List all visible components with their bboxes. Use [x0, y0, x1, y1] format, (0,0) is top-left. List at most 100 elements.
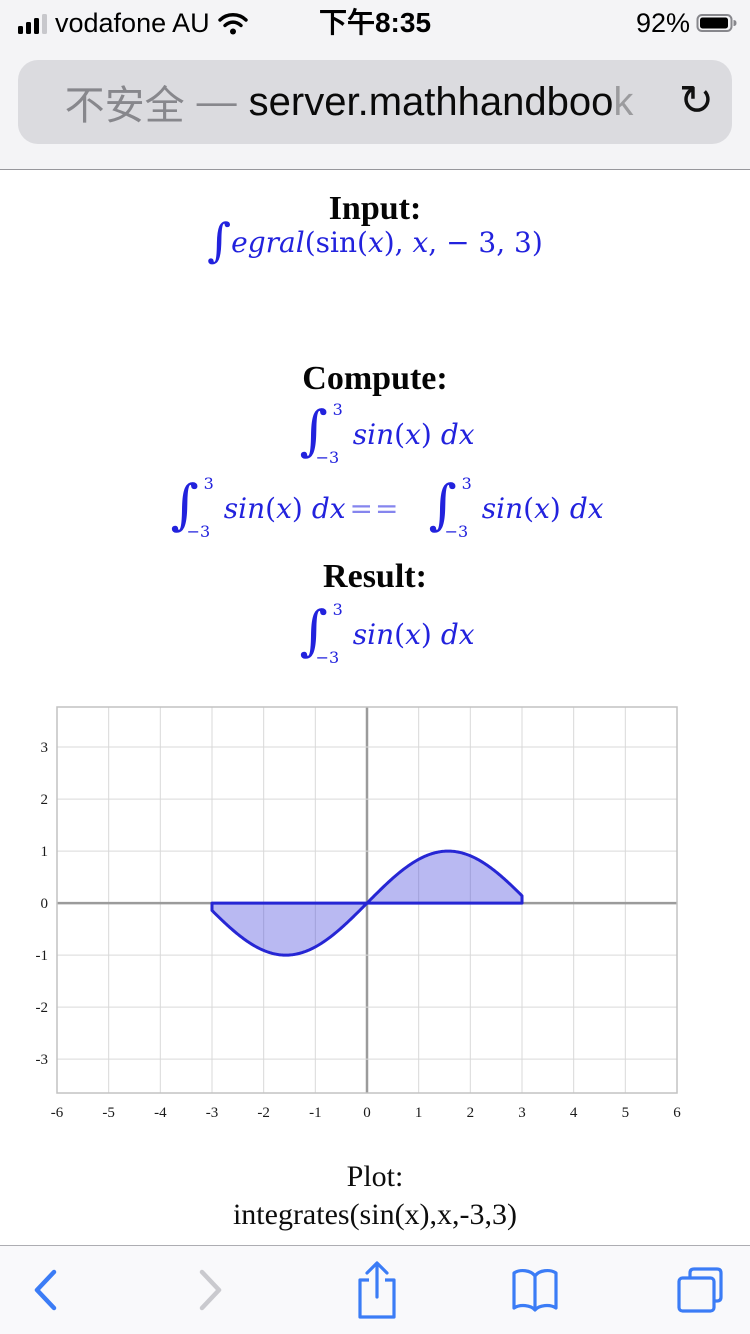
status-right: 92% [636, 6, 738, 40]
battery-icon [696, 14, 737, 32]
formula-text: ) [420, 417, 432, 451]
formula-text: x [405, 417, 421, 451]
status-left: vodafone AU [18, 6, 248, 40]
formula-text: ( [394, 417, 406, 451]
forward-icon[interactable] [193, 1265, 229, 1315]
result-formula: ∫ 3 −3 sin ( x ) dx [0, 602, 750, 666]
address-bar[interactable]: 不安全 — server.mathhandboo k ↻ [18, 60, 732, 144]
tabs-icon[interactable] [675, 1264, 725, 1316]
formula-text: sin [352, 417, 395, 451]
svg-text:3: 3 [41, 740, 49, 756]
formula-text: ) [291, 491, 303, 525]
integral-sign: ∫ [170, 472, 199, 536]
svg-text:5: 5 [622, 1105, 630, 1121]
address-host: server.mathhandboo [248, 79, 614, 124]
formula-text: dx [440, 617, 475, 651]
upper-limit: 3 [461, 474, 472, 493]
battery-percent-label: 92% [635, 7, 690, 38]
svg-text:4: 4 [570, 1105, 578, 1121]
wifi-icon [217, 13, 248, 35]
formula-text: ) [420, 617, 432, 651]
svg-text:6: 6 [673, 1105, 681, 1121]
equality-operator: == [349, 491, 401, 525]
formula-text: x [276, 491, 292, 525]
input-formula: ∫ egral ( sin ( x ), x , − 3, 3) [0, 212, 750, 272]
formula-text: x [534, 491, 550, 525]
svg-text:-3: -3 [36, 1052, 49, 1068]
bookmarks-icon[interactable] [508, 1266, 562, 1314]
formula-text: egral [231, 225, 305, 259]
plot-caption-title: Plot: [346, 1160, 404, 1193]
formula-text: sin [315, 225, 357, 259]
address-separator: — [196, 79, 237, 124]
lower-limit: −3 [315, 648, 340, 667]
plot-svg: -6 -5 -4 -3 -2 -1 0 1 2 3 4 5 6 3 2 1 0 -1 -2 -3 [36, 706, 681, 1121]
result-heading: Result: [323, 558, 427, 595]
formula-text: ), [383, 225, 413, 259]
svg-text:-4: -4 [154, 1105, 167, 1121]
formula-text: ( [265, 491, 277, 525]
compute-formula-2: ∫ 3 −3 sin ( x ) dx == ∫ 3 −3 sin ( x ) dx [0, 476, 750, 540]
svg-text:-2: -2 [257, 1105, 270, 1121]
formula-text: ( [394, 617, 406, 651]
svg-text:2: 2 [467, 1105, 475, 1121]
carrier-label: vodafone AU [55, 7, 210, 38]
svg-text:-6: -6 [51, 1105, 64, 1121]
formula-text: x [405, 617, 421, 651]
formula-text: , − 3, 3) [428, 225, 543, 259]
cellular-signal-icon [18, 12, 47, 34]
upper-limit: 3 [203, 474, 214, 493]
plot-caption-expression: integrates(sin(x),x,-3,3) [232, 1198, 518, 1231]
plot-caption: Plot: integrates(sin(x),x,-3,3) [0, 1158, 750, 1234]
svg-text:-5: -5 [102, 1105, 115, 1121]
svg-text:-2: -2 [36, 1000, 49, 1016]
formula-text: sin [223, 491, 266, 525]
status-bar: vodafone AU 下午8:35 92% [0, 6, 750, 40]
formula-text: ( [523, 491, 535, 525]
integral-expression: ∫ 3 −3 sin ( x ) dx [299, 602, 474, 666]
svg-text:-3: -3 [206, 1105, 219, 1121]
svg-text:0: 0 [363, 1105, 371, 1121]
lower-limit: −3 [315, 448, 340, 467]
clock: 下午8:35 [318, 7, 432, 38]
compute-formula-1: ∫ 3 −3 sin ( x ) dx [0, 402, 750, 466]
svg-text:-1: -1 [309, 1105, 322, 1121]
formula-text: ) [549, 491, 561, 525]
svg-text:0: 0 [41, 896, 49, 912]
input-heading: Input: [328, 190, 422, 227]
integral-expression: ∫ 3 −3 sin ( x ) dx [170, 476, 345, 540]
formula-text: sin [481, 491, 524, 525]
formula-text: ( [357, 225, 368, 259]
integral-sign: ∫ [299, 598, 328, 662]
integral-sign: ∫ [207, 213, 232, 267]
integral-expression: ∫ 3 −3 sin ( x ) dx [428, 476, 603, 540]
address-host-truncated: k [613, 79, 634, 124]
integral-expression: ∫ 3 −3 sin ( x ) dx [299, 402, 474, 466]
share-icon[interactable] [353, 1259, 401, 1321]
integral-sign: ∫ [299, 398, 328, 462]
security-label: 不安全 [64, 84, 185, 128]
integral-sign: ∫ [428, 472, 457, 536]
reload-icon[interactable]: ↻ [678, 75, 714, 125]
formula-text: dx [440, 417, 475, 451]
svg-text:2: 2 [41, 792, 49, 808]
formula-text: dx [311, 491, 346, 525]
formula-text: x [412, 225, 429, 259]
lower-limit: −3 [444, 522, 469, 541]
svg-text:1: 1 [415, 1105, 423, 1121]
upper-limit: 3 [332, 400, 343, 419]
formula-text: ( [304, 225, 316, 259]
svg-text:3: 3 [518, 1105, 526, 1121]
browser-toolbar [0, 1245, 750, 1334]
back-icon[interactable] [27, 1265, 63, 1315]
address-text: 不安全 — server.mathhandboo k [32, 60, 666, 144]
svg-text:1: 1 [41, 844, 49, 860]
browser-header: vodafone AU 下午8:35 92% 不安全 — [0, 0, 750, 170]
svg-text:-1: -1 [36, 948, 49, 964]
formula-text: x [367, 225, 384, 259]
compute-heading: Compute: [302, 360, 448, 397]
formula-text: dx [569, 491, 604, 525]
lower-limit: −3 [186, 522, 211, 541]
formula-text: sin [352, 617, 395, 651]
